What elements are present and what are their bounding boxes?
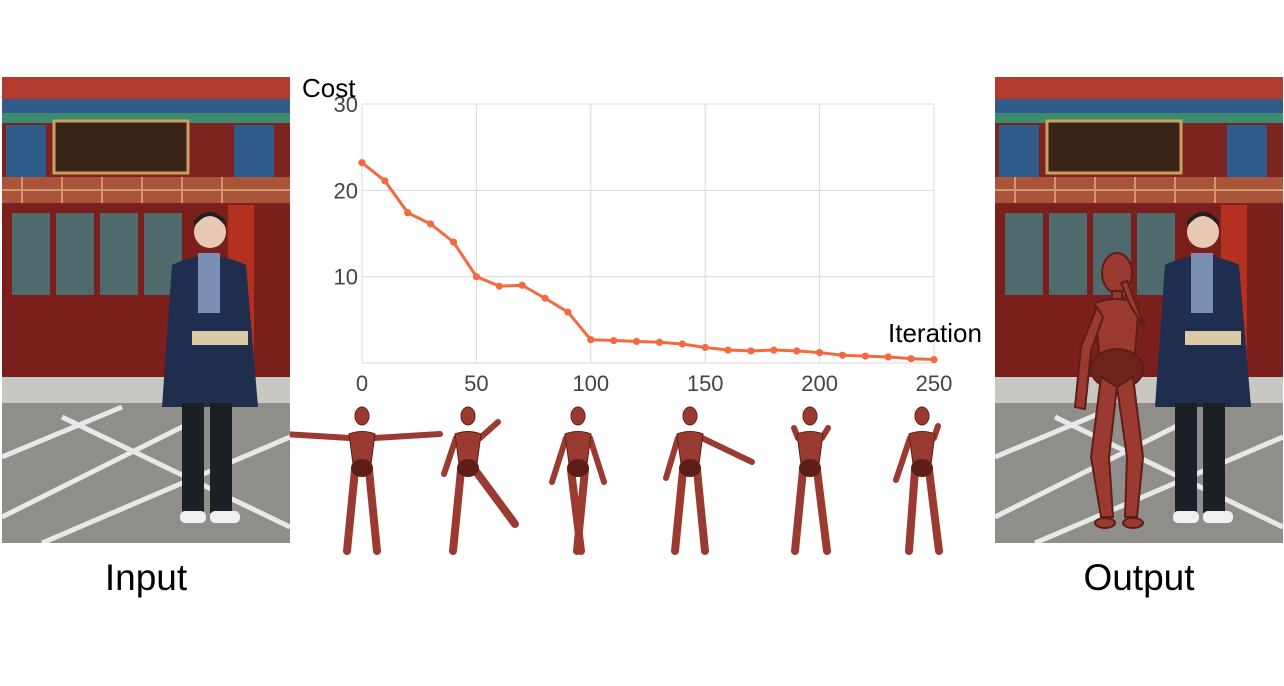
cost-point: [770, 346, 778, 354]
mannequin-head: [570, 406, 586, 426]
x-tick-label: 50: [464, 371, 488, 396]
mannequin-pose-arm-out: [663, 406, 755, 555]
cost-point: [404, 209, 412, 217]
cost-point: [678, 340, 686, 348]
mannequin-pelvis: [799, 459, 821, 477]
mannequin-arm: [699, 435, 755, 465]
cost-point: [632, 337, 641, 346]
input-photo-image: [2, 77, 290, 543]
mannequin-pelvis: [457, 459, 479, 477]
cost-point: [884, 353, 892, 361]
fitted-mannequin: [1073, 252, 1146, 529]
y-tick-label: 20: [334, 178, 358, 203]
cost-point: [930, 355, 938, 364]
mannequin-leg: [343, 466, 359, 555]
cost-point: [747, 347, 755, 355]
mannequin-arm: [549, 435, 569, 485]
mannequin-torso: [348, 431, 376, 465]
cost-point: [427, 220, 435, 228]
output-label: Output: [1083, 557, 1195, 598]
mannequin-pose-t-pose: [290, 406, 443, 555]
mannequin-arm: [893, 435, 913, 483]
cost-point: [564, 308, 572, 316]
mannequin-leg: [471, 466, 519, 528]
x-tick-label: 200: [801, 371, 838, 396]
input-photo: [2, 77, 290, 543]
mannequin-leg: [573, 466, 589, 555]
mannequin-pose-hand-to-face: [893, 406, 943, 555]
mannequin-arm: [441, 435, 459, 477]
cost-point: [518, 281, 526, 289]
cost-chart: 0 50 100 150 200 250 10 20 30 Cost Iteration: [302, 75, 982, 396]
mannequin-arm: [587, 435, 607, 485]
cost-point: [701, 343, 709, 352]
mannequin-torso: [454, 431, 482, 465]
person-figure: [1155, 212, 1251, 523]
cost-point: [358, 159, 366, 167]
chart-ticks: 0 50 100 150 200 250 10 20 30: [334, 92, 953, 396]
mannequin-head: [460, 406, 476, 426]
person-figure: [162, 212, 258, 523]
mannequin-pose-crossed-legs: [549, 406, 607, 555]
y-tick-label: 30: [334, 92, 358, 117]
cost-point: [541, 294, 549, 302]
cost-point: [381, 177, 389, 185]
x-tick-label: 0: [356, 371, 368, 396]
mannequin-pelvis: [911, 459, 933, 477]
mannequin-pelvis: [679, 459, 701, 477]
output-photo-image: [995, 77, 1283, 543]
mannequin-leg: [905, 466, 919, 555]
output-photo: [995, 77, 1283, 543]
x-tick-label: 100: [572, 371, 609, 396]
mannequin-head: [682, 406, 698, 426]
mannequin-leg: [925, 466, 943, 555]
cost-point: [610, 336, 618, 345]
mannequin-leg: [813, 466, 831, 555]
cost-point: [655, 338, 664, 346]
input-label: Input: [104, 557, 188, 598]
mannequin-torso: [564, 431, 592, 465]
chart-grid: [361, 103, 935, 364]
y-axis-title: Cost: [302, 75, 356, 103]
x-axis-title: Iteration: [888, 318, 982, 348]
mannequin-torso: [908, 431, 936, 465]
cost-point: [907, 355, 915, 363]
mannequin-pelvis: [351, 459, 373, 477]
mannequin-torso: [676, 431, 704, 465]
mannequin-leg: [791, 466, 807, 555]
cost-point: [838, 351, 847, 359]
mannequin-torso: [796, 431, 824, 465]
cost-point: [449, 238, 458, 246]
mannequin-pose-hands-to-face: [791, 406, 831, 555]
x-tick-label: 250: [916, 371, 953, 396]
mannequin-head: [914, 406, 930, 426]
mannequin-arm: [477, 419, 501, 441]
cost-point: [816, 349, 824, 357]
mannequin-leg: [693, 466, 709, 555]
mannequin-head: [354, 406, 370, 426]
mannequin-arm: [371, 431, 443, 441]
cost-line: [361, 161, 935, 362]
cost-point: [793, 347, 801, 355]
mannequin-pose-leg-raised: [441, 406, 519, 555]
mannequin-arm: [290, 431, 353, 441]
mannequin-head: [802, 406, 818, 426]
y-tick-label: 10: [334, 265, 358, 290]
cost-point: [495, 282, 503, 290]
chart-series: [358, 159, 938, 364]
mannequin-leg: [671, 466, 687, 555]
pose-strip: [290, 406, 943, 555]
cost-point: [724, 346, 732, 354]
mannequin-leg: [365, 466, 381, 555]
mannequin-leg: [449, 466, 465, 555]
mannequin-pelvis: [567, 459, 589, 477]
cost-point: [472, 273, 480, 281]
x-tick-label: 150: [687, 371, 724, 396]
mannequin-arm: [663, 435, 681, 481]
cost-point: [587, 336, 595, 344]
cost-point: [861, 352, 869, 360]
